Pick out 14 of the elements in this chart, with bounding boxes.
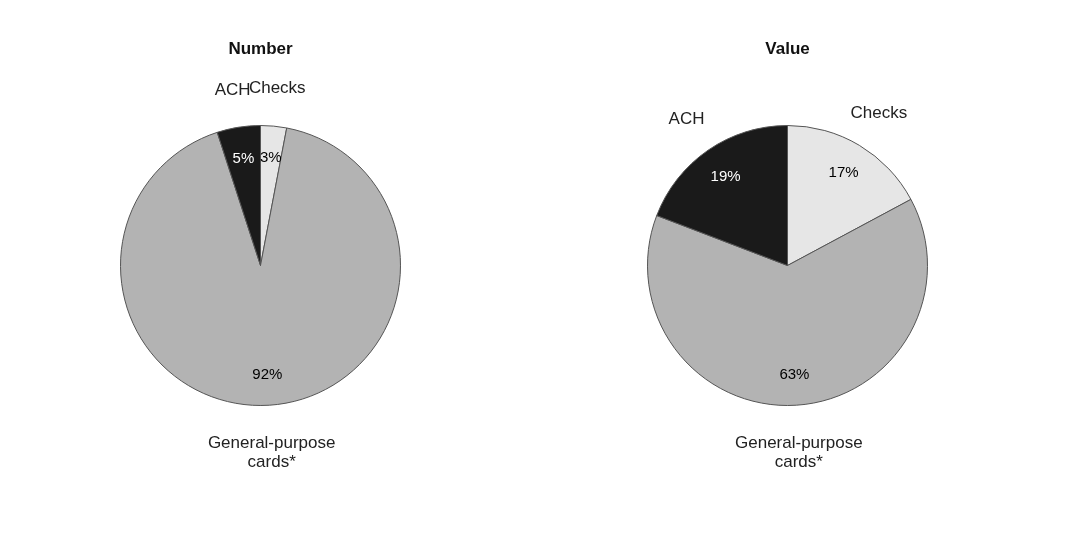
slice-label: General-purpose cards*: [207, 433, 336, 472]
data-label: 92%: [252, 365, 283, 383]
chart-title: Number: [228, 39, 293, 58]
pie-slice: [120, 127, 401, 406]
data-label: 17%: [828, 162, 859, 180]
slice-label: Checks: [248, 78, 306, 98]
slice-label: ACH: [668, 108, 705, 128]
slice-label: Checks: [850, 102, 908, 122]
slice-label: General-purpose cards*: [735, 433, 863, 472]
slice-label: ACH: [214, 79, 251, 99]
data-label: 19%: [710, 166, 741, 184]
data-label: 63%: [779, 365, 810, 383]
chart-title: Value: [765, 39, 810, 58]
data-label: 5%: [232, 148, 255, 166]
